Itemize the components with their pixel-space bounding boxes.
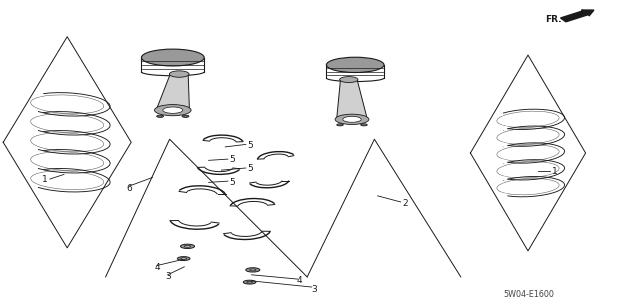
FancyArrow shape <box>561 10 594 22</box>
Text: 4: 4 <box>155 263 161 272</box>
Text: 5: 5 <box>229 155 235 164</box>
Text: FR.: FR. <box>545 15 562 24</box>
Text: 3: 3 <box>311 285 317 294</box>
Ellipse shape <box>177 257 190 260</box>
Ellipse shape <box>141 49 204 66</box>
Text: 1: 1 <box>552 167 557 176</box>
Text: 5: 5 <box>247 141 253 150</box>
Text: 2: 2 <box>402 199 408 208</box>
Text: 5W04-E1600: 5W04-E1600 <box>503 290 554 299</box>
Ellipse shape <box>180 258 187 259</box>
Ellipse shape <box>170 71 189 77</box>
Ellipse shape <box>180 244 195 248</box>
Ellipse shape <box>337 124 343 126</box>
Ellipse shape <box>243 280 256 284</box>
Ellipse shape <box>340 76 358 83</box>
Ellipse shape <box>157 115 164 118</box>
Text: 5: 5 <box>247 164 253 174</box>
Text: 1: 1 <box>42 174 48 184</box>
Ellipse shape <box>343 116 361 122</box>
Ellipse shape <box>163 107 183 113</box>
Text: 6: 6 <box>127 184 132 193</box>
Text: 5: 5 <box>229 177 235 187</box>
Text: 3: 3 <box>165 272 171 282</box>
Ellipse shape <box>182 115 189 118</box>
Ellipse shape <box>184 245 191 247</box>
Ellipse shape <box>184 116 188 117</box>
Ellipse shape <box>154 105 191 116</box>
Ellipse shape <box>247 281 253 283</box>
Ellipse shape <box>250 269 256 271</box>
Ellipse shape <box>361 124 367 126</box>
Ellipse shape <box>335 114 369 125</box>
Polygon shape <box>156 74 189 110</box>
Ellipse shape <box>362 124 365 125</box>
Text: 4: 4 <box>296 276 302 285</box>
Ellipse shape <box>246 268 260 272</box>
Ellipse shape <box>326 57 384 73</box>
Polygon shape <box>337 80 367 119</box>
Ellipse shape <box>159 116 162 117</box>
Ellipse shape <box>339 124 342 125</box>
